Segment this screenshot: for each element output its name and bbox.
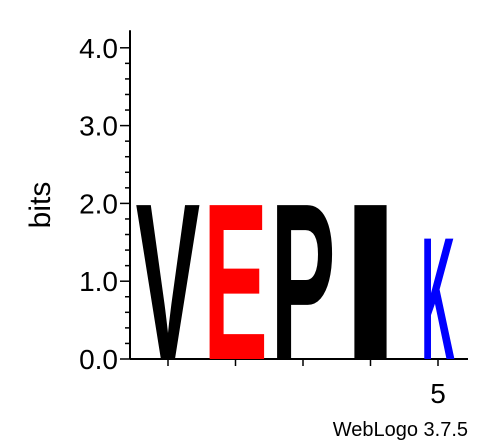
logo-letter-E: E [203, 157, 268, 407]
logo-letter-I: I [339, 158, 401, 407]
y-tick-label: 4.0 [79, 33, 118, 64]
y-axis-label: bits [24, 182, 57, 229]
logo-letter-K: K [421, 202, 455, 397]
x-tick-label: 5 [430, 378, 446, 409]
x-axis: 5 [130, 358, 468, 409]
y-tick-label: 3.0 [79, 111, 118, 142]
y-axis: 0.0 1.0 2.0 3.0 4.0 [79, 30, 131, 375]
y-tick-label: 1.0 [79, 266, 118, 297]
y-tick-label: 0.0 [79, 344, 118, 375]
logo-letter-V: V [136, 157, 201, 408]
weblogo-version-footer: WebLogo 3.7.5 [333, 419, 468, 441]
y-tick-label: 2.0 [79, 188, 118, 219]
logo-letter-P: P [271, 157, 336, 407]
